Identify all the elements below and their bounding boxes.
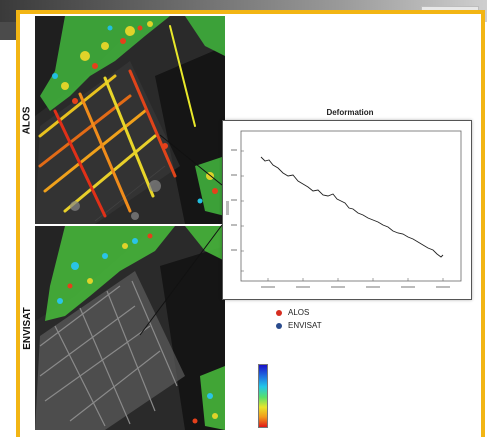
deformation-plot [222,120,472,300]
plot-legend: ALOS ENVISAT [276,306,322,332]
legend-item-alos: ALOS [276,306,322,319]
colorbar [258,364,268,428]
legend-dot-alos-icon [276,309,282,316]
alos-map-panel [35,16,225,224]
legend-dot-envisat-icon [276,322,282,329]
deformation-plot-svg [226,130,462,288]
legend-item-envisat: ENVISAT [276,319,322,332]
envisat-map-image [35,226,225,430]
plot-title: Deformation [326,108,374,117]
dark-corner-tab [0,22,20,40]
envisat-map-panel [35,226,225,430]
alos-map-image [35,16,225,224]
